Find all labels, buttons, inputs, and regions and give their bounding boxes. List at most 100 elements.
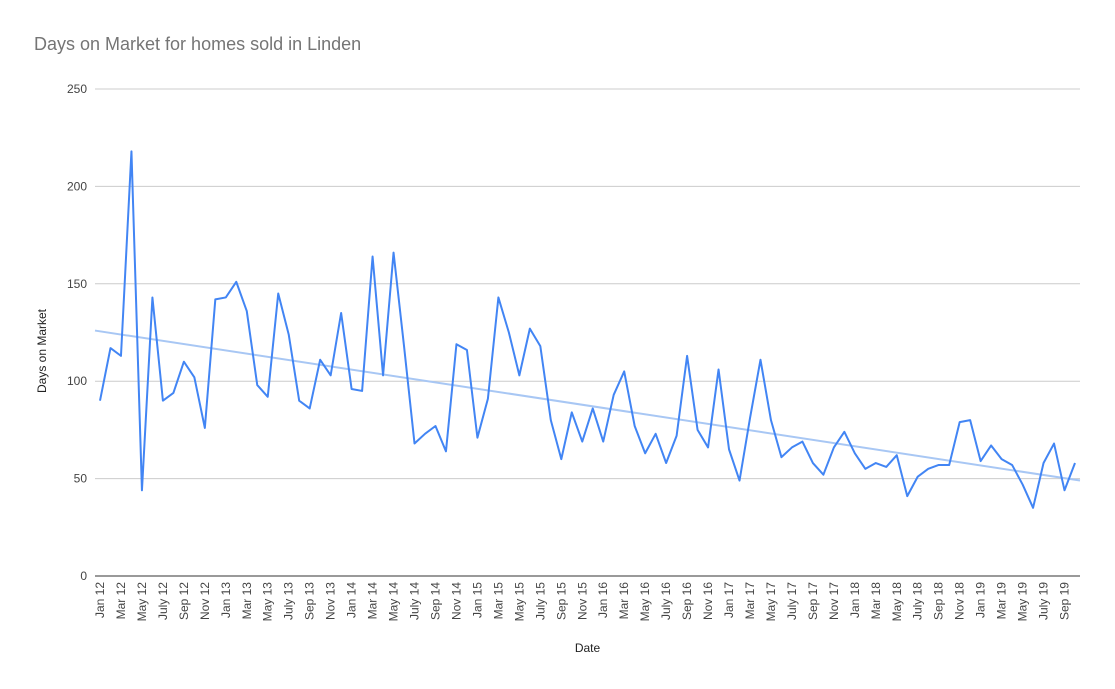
data-point: [948, 463, 951, 466]
data-point: [822, 473, 825, 476]
data-point: [403, 345, 406, 348]
x-tick-label: July 16: [659, 582, 673, 620]
data-point: [675, 434, 678, 437]
x-tick-label: Jan 19: [974, 582, 988, 618]
data-point: [476, 436, 479, 439]
data-point: [224, 296, 227, 299]
x-tick-label: May 15: [512, 582, 526, 622]
x-tick-label: Mar 15: [491, 582, 505, 620]
data-point: [560, 458, 563, 461]
y-tick-label: 100: [67, 374, 87, 388]
data-point: [434, 425, 437, 428]
x-tick-label: Jan 17: [722, 582, 736, 618]
data-point: [497, 296, 500, 299]
data-point: [916, 475, 919, 478]
x-tick-label: Sep 16: [680, 582, 694, 620]
data-point: [738, 479, 741, 482]
x-tick-label: Sep 14: [428, 582, 442, 620]
data-point: [329, 374, 332, 377]
x-tick-label: Sep 12: [177, 582, 191, 620]
data-point: [780, 456, 783, 459]
x-tick-label: Sep 19: [1058, 582, 1072, 620]
x-tick-label: Jan 18: [848, 582, 862, 618]
x-tick-label: Nov 14: [449, 582, 463, 620]
x-tick-label: Jan 13: [219, 582, 233, 618]
data-point: [465, 349, 468, 352]
y-axis-ticks: 0 50 100 150 200 250: [67, 82, 87, 583]
data-point: [665, 462, 668, 465]
data-point: [182, 360, 185, 363]
data-point: [843, 430, 846, 433]
data-point: [130, 150, 133, 153]
data-point: [612, 393, 615, 396]
data-point: [161, 399, 164, 402]
x-tick-label: July 17: [785, 582, 799, 620]
trendline: [94, 329, 1081, 482]
x-tick-label: Jan 14: [345, 582, 359, 618]
data-point: [853, 452, 856, 455]
data-point: [979, 460, 982, 463]
data-point: [266, 395, 269, 398]
x-axis-ticks: Jan 12 Mar 12 May 12 July 12 Sep 12 Nov 12 Jan…: [93, 582, 1072, 622]
x-tick-label: Mar 14: [366, 582, 380, 620]
x-tick-label: May 12: [135, 582, 149, 622]
data-point: [256, 384, 259, 387]
data-point: [1063, 489, 1066, 492]
data-point: [1042, 462, 1045, 465]
data-point: [109, 347, 112, 350]
data-point: [811, 462, 814, 465]
data-point: [424, 432, 427, 435]
data-point: [895, 454, 898, 457]
data-point: [1074, 462, 1077, 465]
data-point: [864, 467, 867, 470]
data-point: [486, 397, 489, 400]
data-point: [203, 426, 206, 429]
y-tick-label: 0: [80, 569, 87, 583]
x-tick-label: May 17: [764, 582, 778, 622]
x-tick-label: Nov 16: [701, 582, 715, 620]
x-tick-label: Nov 18: [953, 582, 967, 620]
x-tick-label: Sep 15: [554, 582, 568, 620]
data-point: [507, 331, 510, 334]
data-point: [1000, 458, 1003, 461]
x-tick-label: May 19: [1016, 582, 1030, 622]
data-point: [549, 419, 552, 422]
data-point: [885, 465, 888, 468]
data-point: [539, 345, 542, 348]
data-point: [361, 389, 364, 392]
x-tick-label: Sep 17: [806, 582, 820, 620]
x-tick-label: Jan 15: [470, 582, 484, 618]
x-tick-label: May 14: [387, 582, 401, 622]
x-tick-label: Sep 18: [932, 582, 946, 620]
data-point: [937, 463, 940, 466]
data-point: [151, 296, 154, 299]
data-point: [570, 411, 573, 414]
data-point: [1011, 463, 1014, 466]
y-tick-label: 250: [67, 82, 87, 96]
series-line: [99, 150, 1076, 509]
data-point: [235, 280, 238, 283]
data-point: [759, 358, 762, 361]
data-point: [518, 374, 521, 377]
data-point: [277, 292, 280, 295]
data-point: [591, 407, 594, 410]
data-point: [455, 343, 458, 346]
data-point: [696, 428, 699, 431]
data-point: [298, 399, 301, 402]
x-tick-label: Sep 13: [303, 582, 317, 620]
data-point: [172, 391, 175, 394]
x-tick-label: July 19: [1037, 582, 1051, 620]
data-point: [1032, 506, 1035, 509]
data-point: [717, 368, 720, 371]
data-point: [707, 446, 710, 449]
data-point: [413, 442, 416, 445]
x-tick-label: July 15: [533, 582, 547, 620]
y-axis-title: Days on Market: [35, 308, 49, 393]
data-point: [728, 448, 731, 451]
data-point: [644, 452, 647, 455]
data-point: [528, 327, 531, 330]
data-point: [832, 446, 835, 449]
data-point: [371, 255, 374, 258]
